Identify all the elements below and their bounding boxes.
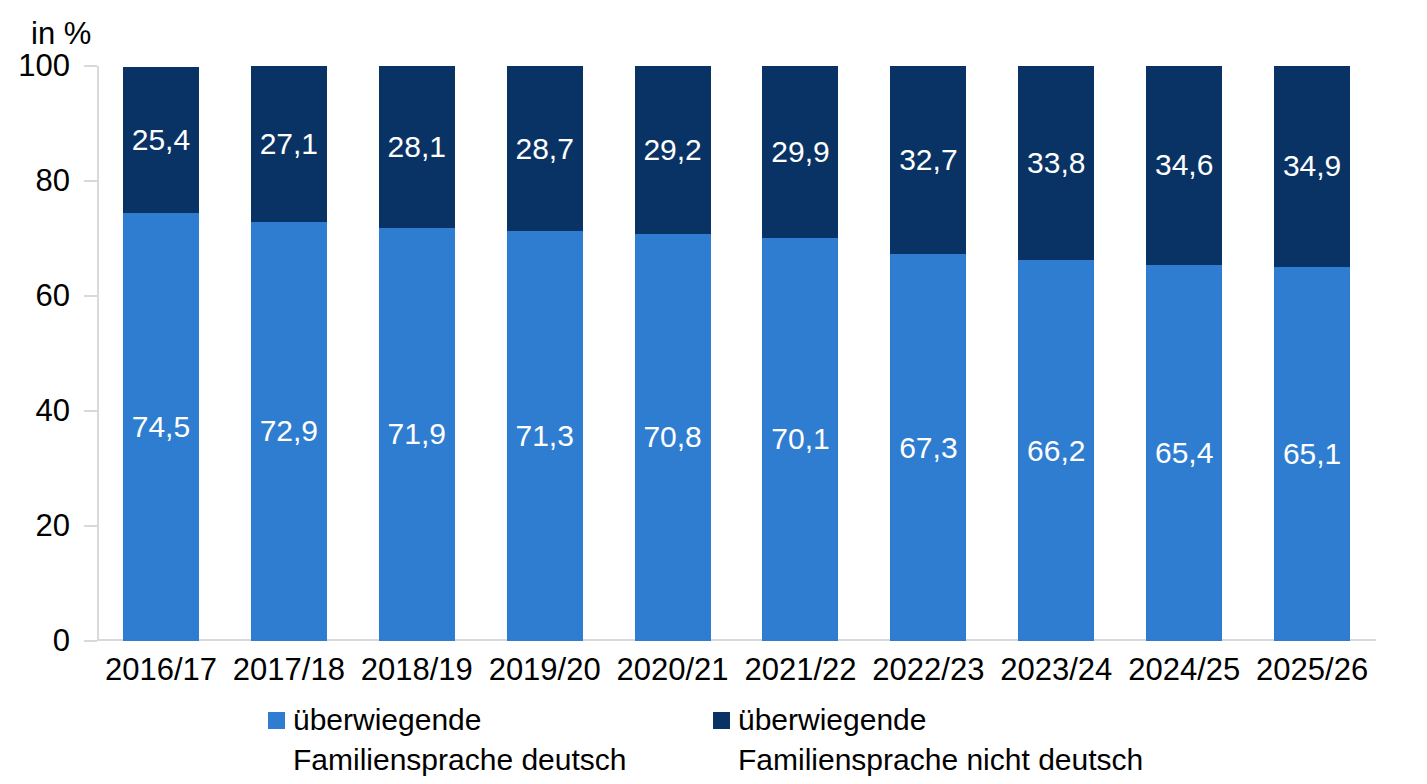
bar-slot: 29,2 70,8 (609, 66, 737, 641)
value-label: 65,4 (1155, 436, 1213, 470)
bar-segment: 34,6 (1146, 66, 1222, 265)
stacked-bar: 29,9 70,1 (762, 66, 838, 641)
value-label: 34,6 (1155, 148, 1213, 182)
bar-segment: 74,5 (123, 213, 199, 641)
value-label: 32,7 (899, 143, 957, 177)
bar-segment: 29,9 (762, 66, 838, 238)
y-axis-tick-mark (84, 410, 97, 412)
bar-segment: 71,3 (507, 231, 583, 641)
bar-segment: 66,2 (1018, 260, 1094, 641)
bar-segment: 32,7 (890, 66, 966, 254)
stacked-bar: 34,9 65,1 (1274, 66, 1350, 641)
value-label: 66,2 (1027, 434, 1085, 468)
legend-label-line: überwiegende (293, 700, 627, 740)
bars: 25,4 74,5 27,1 72,9 28,1 71,9 28,7 71,3 29,2 70,8… (97, 66, 1376, 641)
bar-slot: 28,7 71,3 (481, 66, 609, 641)
value-label: 27,1 (260, 127, 318, 161)
y-axis-tick-label: 20 (0, 508, 70, 544)
y-axis-tick-label: 40 (0, 393, 70, 429)
legend-item-nicht-deutsch: überwiegende Familiensprache nicht deuts… (713, 700, 1143, 780)
value-label: 25,4 (132, 123, 190, 157)
bar-segment: 65,4 (1146, 265, 1222, 641)
value-label: 72,9 (260, 414, 318, 448)
legend-label-deutsch: überwiegende Familiensprache deutsch (293, 700, 627, 780)
stacked-bar: 25,4 74,5 (123, 66, 199, 641)
x-axis-category-label: 2024/25 (1120, 652, 1248, 688)
legend-item-deutsch: überwiegende Familiensprache deutsch (268, 700, 627, 780)
bar-segment: 65,1 (1274, 267, 1350, 641)
legend-label-line: Familiensprache nicht deutsch (738, 740, 1143, 780)
bar-segment: 70,8 (635, 234, 711, 641)
x-axis-category-label: 2020/21 (609, 652, 737, 688)
x-axis-labels: 2016/172017/182018/192019/202020/212021/… (97, 652, 1376, 688)
value-label: 34,9 (1283, 149, 1341, 183)
value-label: 71,3 (515, 419, 573, 453)
x-axis-category-label: 2021/22 (737, 652, 865, 688)
x-axis-category-label: 2017/18 (225, 652, 353, 688)
y-axis-tick-mark (84, 640, 97, 642)
bar-slot: 33,8 66,2 (992, 66, 1120, 641)
value-label: 67,3 (899, 431, 957, 465)
y-axis-tick-mark (84, 65, 97, 67)
legend-label-nicht-deutsch: überwiegende Familiensprache nicht deuts… (738, 700, 1143, 780)
value-label: 33,8 (1027, 146, 1085, 180)
value-label: 71,9 (388, 417, 446, 451)
bar-slot: 25,4 74,5 (97, 66, 225, 641)
legend-label-line: Familiensprache deutsch (293, 740, 627, 780)
bar-slot: 28,1 71,9 (353, 66, 481, 641)
legend: überwiegende Familiensprache deutsch übe… (0, 700, 1427, 780)
legend-swatch-deutsch (268, 712, 285, 729)
stacked-bar: 28,7 71,3 (507, 66, 583, 641)
bar-slot: 29,9 70,1 (737, 66, 865, 641)
legend-swatch-nicht-deutsch (713, 712, 730, 729)
y-axis-tick-label: 0 (0, 623, 70, 659)
x-axis-category-label: 2019/20 (481, 652, 609, 688)
bar-segment: 25,4 (123, 67, 199, 213)
y-axis-tick-label: 100 (0, 48, 70, 84)
x-axis-category-label: 2025/26 (1248, 652, 1376, 688)
y-axis-tick-mark (84, 295, 97, 297)
stacked-bar: 32,7 67,3 (890, 66, 966, 641)
value-label: 29,9 (771, 135, 829, 169)
bar-segment: 28,1 (379, 66, 455, 228)
bar-slot: 27,1 72,9 (225, 66, 353, 641)
y-axis-tick-mark (84, 525, 97, 527)
bar-segment: 71,9 (379, 228, 455, 641)
value-label: 74,5 (132, 410, 190, 444)
value-label: 65,1 (1283, 437, 1341, 471)
value-label: 29,2 (643, 133, 701, 167)
x-axis-category-label: 2022/23 (864, 652, 992, 688)
y-axis-tick-mark (84, 180, 97, 182)
stacked-bar: 34,6 65,4 (1146, 66, 1222, 641)
bar-slot: 32,7 67,3 (864, 66, 992, 641)
bar-segment: 72,9 (251, 222, 327, 641)
bar-segment: 27,1 (251, 66, 327, 222)
bar-slot: 34,9 65,1 (1248, 66, 1376, 641)
bar-segment: 28,7 (507, 66, 583, 231)
value-label: 70,8 (643, 420, 701, 454)
y-axis-tick-label: 80 (0, 163, 70, 199)
y-axis-unit-label: in % (31, 16, 91, 52)
bar-segment: 29,2 (635, 66, 711, 234)
stacked-bar: 29,2 70,8 (635, 66, 711, 641)
value-label: 70,1 (771, 422, 829, 456)
plot-area: 25,4 74,5 27,1 72,9 28,1 71,9 28,7 71,3 29,2 70,8… (97, 66, 1376, 641)
bar-slot: 34,6 65,4 (1120, 66, 1248, 641)
legend-label-line: überwiegende (738, 700, 1143, 740)
bar-segment: 34,9 (1274, 66, 1350, 267)
x-axis-category-label: 2016/17 (97, 652, 225, 688)
stacked-bar: 33,8 66,2 (1018, 66, 1094, 641)
bar-segment: 67,3 (890, 254, 966, 641)
bar-segment: 33,8 (1018, 66, 1094, 260)
bar-segment: 70,1 (762, 238, 838, 641)
y-axis-tick-label: 60 (0, 278, 70, 314)
x-axis-category-label: 2018/19 (353, 652, 481, 688)
value-label: 28,7 (515, 132, 573, 166)
value-label: 28,1 (388, 130, 446, 164)
stacked-bar: 27,1 72,9 (251, 66, 327, 641)
stacked-bar: 28,1 71,9 (379, 66, 455, 641)
x-axis-category-label: 2023/24 (992, 652, 1120, 688)
